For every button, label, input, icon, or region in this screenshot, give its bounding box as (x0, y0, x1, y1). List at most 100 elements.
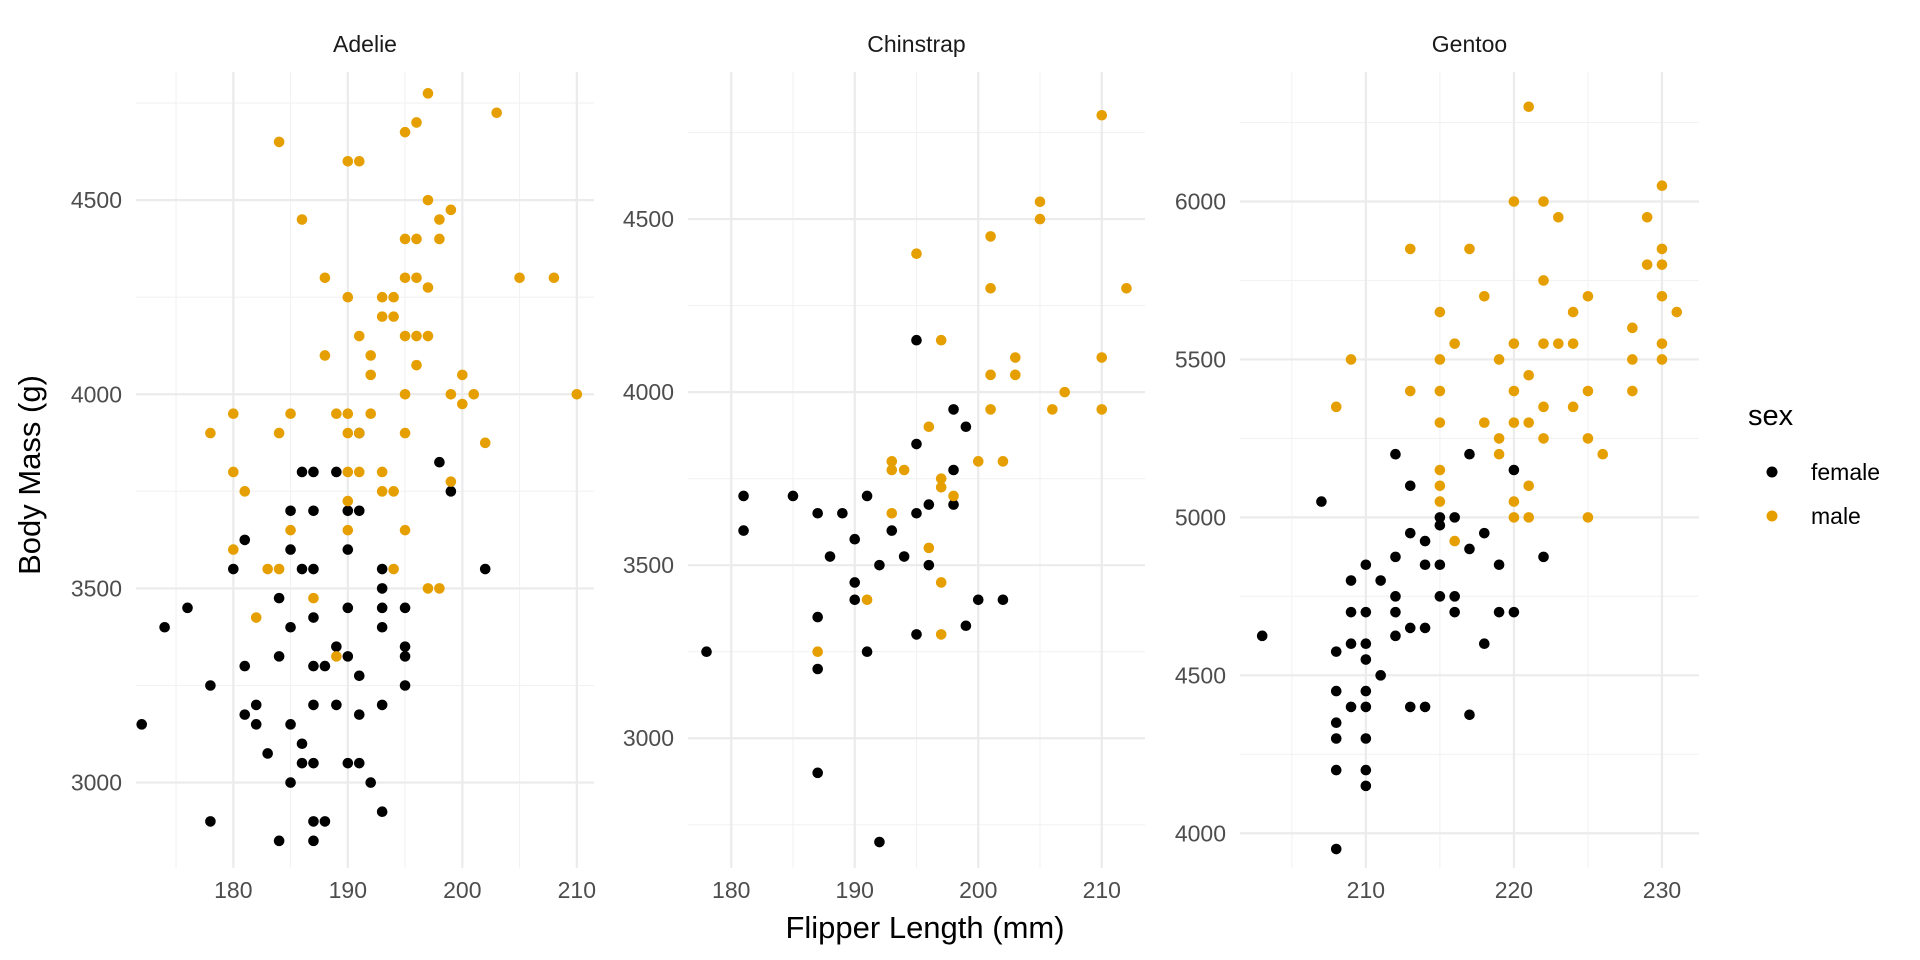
chinstrap-point-male (1096, 404, 1108, 415)
gentoo-point-female (1404, 622, 1416, 634)
adelie-point-female (273, 835, 285, 847)
adelie-point-female (308, 816, 319, 827)
adelie-facet-label: Adelie (333, 31, 397, 57)
chinstrap-point-female (960, 421, 972, 433)
gentoo-point-female (1360, 606, 1372, 618)
adelie-point-female (296, 563, 308, 575)
gentoo-point-male (1553, 212, 1564, 223)
adelie-point-female (399, 641, 411, 652)
adelie-point-female (376, 699, 388, 711)
adelie-x-tick-label: 200 (443, 877, 481, 903)
adelie-point-female (376, 806, 388, 817)
adelie-point-male (399, 272, 411, 284)
gentoo-point-male (1656, 243, 1668, 255)
chinstrap-point-female (972, 594, 984, 606)
gentoo-point-male (1627, 354, 1638, 365)
adelie-point-male (342, 427, 354, 439)
adelie-point-female (342, 602, 354, 614)
adelie-point-male (422, 88, 434, 99)
gentoo-point-male (1434, 417, 1446, 428)
adelie-point-male (273, 563, 285, 575)
gentoo-point-female (1390, 591, 1401, 602)
adelie-point-female (239, 660, 251, 672)
chinstrap-point-male (985, 369, 996, 381)
chinstrap-point-male (923, 542, 935, 554)
chinstrap-point-female (948, 499, 959, 510)
adelie-point-female (308, 563, 319, 575)
adelie-point-female (273, 651, 285, 662)
legend-label-male: male (1811, 503, 1861, 529)
gentoo-point-male (1508, 196, 1520, 207)
chinstrap-point-female (923, 559, 935, 571)
adelie-point-male (228, 466, 239, 478)
adelie-point-female (365, 777, 377, 788)
chinstrap-point-female (701, 646, 712, 657)
adelie-y-tick-label: 3000 (71, 770, 122, 796)
chinstrap-point-male (985, 283, 996, 294)
gentoo-point-male (1523, 512, 1535, 523)
gentoo-point-female (1479, 527, 1490, 539)
adelie-point-female (479, 563, 491, 575)
adelie-point-male (411, 117, 422, 128)
gentoo-point-female (1390, 606, 1401, 618)
gentoo-point-female (1360, 780, 1372, 792)
gentoo-point-female (1419, 535, 1431, 547)
gentoo-point-female (1508, 606, 1520, 618)
adelie-point-female (319, 816, 331, 827)
chinstrap-point-male (1034, 213, 1046, 225)
gentoo-point-male (1479, 290, 1490, 302)
adelie-x-tick-label: 190 (329, 877, 367, 903)
gentoo-point-male (1434, 496, 1446, 507)
gentoo-point-male (1656, 290, 1668, 302)
gentoo-point-female (1449, 512, 1460, 523)
gentoo-point-male (1464, 243, 1475, 255)
gentoo-point-male (1656, 180, 1668, 192)
chinstrap-point-male (985, 231, 996, 242)
adelie-point-male (331, 408, 342, 419)
chinstrap-point-male (923, 421, 935, 433)
chinstrap-point-male (997, 456, 1009, 467)
gentoo-point-female (1316, 496, 1327, 507)
adelie-point-male (353, 156, 365, 167)
chinstrap-point-female (948, 404, 959, 415)
adelie-point-male (399, 126, 411, 138)
gentoo-point-male (1434, 480, 1446, 492)
adelie-point-male (445, 388, 457, 400)
chinstrap-point-female (911, 334, 922, 346)
adelie-y-tick-label: 4500 (71, 187, 122, 213)
adelie-point-male (399, 427, 411, 439)
gentoo-point-female (1330, 733, 1342, 744)
gentoo-point-male (1523, 369, 1535, 381)
gentoo-point-male (1538, 275, 1549, 286)
adelie-point-female (296, 466, 308, 478)
chinstrap-point-female (874, 559, 885, 571)
adelie-point-female (285, 777, 296, 788)
gentoo-point-female (1390, 448, 1401, 460)
gentoo-point-male (1627, 322, 1638, 334)
adelie-point-male (262, 563, 273, 575)
chinstrap-point-male (1034, 196, 1046, 208)
adelie-point-female (205, 816, 216, 827)
gentoo-point-female (1464, 448, 1475, 460)
adelie-point-female (353, 709, 365, 720)
chinstrap-point-male (935, 334, 947, 346)
adelie-point-female (285, 505, 296, 517)
chinstrap-point-male (1010, 352, 1021, 363)
adelie-point-female (239, 534, 251, 546)
adelie-point-female (285, 621, 296, 633)
adelie-point-female (399, 651, 411, 662)
adelie-point-female (376, 602, 388, 614)
gentoo-point-female (1419, 701, 1431, 713)
data-points (136, 88, 1683, 855)
adelie-point-male (342, 524, 354, 536)
gentoo-point-male (1434, 385, 1446, 397)
gentoo-point-female (1449, 606, 1460, 618)
chinstrap-x-tick-label: 180 (712, 877, 750, 903)
adelie-point-female (296, 757, 308, 769)
adelie-point-male (353, 427, 365, 439)
chinstrap-point-male (935, 482, 947, 493)
chinstrap-point-female (837, 507, 848, 519)
chinstrap-point-female (812, 611, 823, 623)
adelie-point-male (376, 466, 388, 478)
adelie-point-female (376, 621, 388, 633)
